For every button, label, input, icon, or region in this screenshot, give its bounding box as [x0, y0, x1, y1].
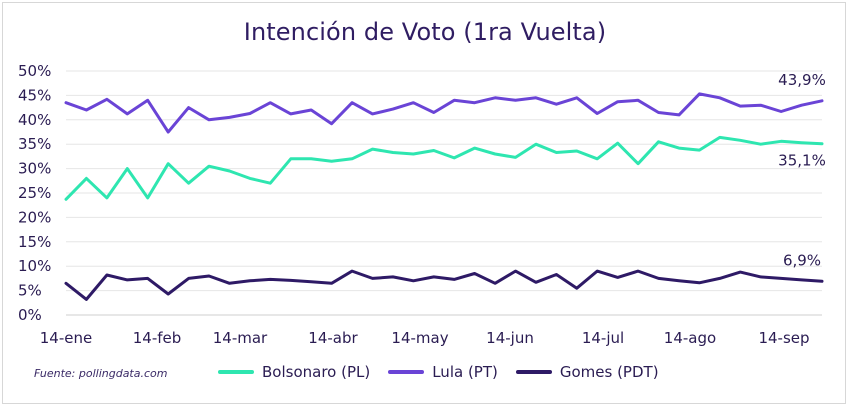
series-line — [64, 135, 824, 201]
y-tick-label: 25% — [18, 184, 51, 202]
legend-label-bolsonaro: Bolsonaro (PL) — [262, 363, 371, 381]
x-tick-label: 14-ene — [40, 329, 92, 347]
y-tick-label: 15% — [18, 233, 51, 251]
legend-swatch-lula — [388, 370, 425, 374]
x-tick-label: 14-jul — [582, 329, 624, 347]
legend-swatch-gomes — [515, 370, 552, 374]
legend: Bolsonaro (PL) Lula (PT) Gomes (PDT) — [218, 363, 659, 381]
y-tick-label: 40% — [18, 111, 51, 129]
legend-label-gomes: Gomes (PDT) — [559, 363, 659, 381]
series-end-label: 35,1% — [778, 152, 826, 170]
source-note: Fuente: pollingdata.com — [34, 367, 168, 380]
y-tick-label: 0% — [18, 306, 42, 324]
x-tick-label: 14-sep — [758, 329, 809, 347]
x-tick-label: 14-mar — [213, 329, 268, 347]
y-tick-label: 10% — [18, 257, 51, 275]
series-line — [64, 92, 824, 134]
x-tick-label: 14-may — [391, 329, 448, 347]
series-line — [64, 269, 824, 301]
legend-item-bolsonaro: Bolsonaro (PL) — [218, 363, 370, 381]
x-tick-label: 14-abr — [308, 329, 358, 347]
series-end-label: 6,9% — [783, 251, 821, 269]
x-tick-label: 14-feb — [133, 329, 182, 347]
chart-title: Intención de Voto (1ra Vuelta) — [243, 18, 607, 46]
y-axis-ticks: 0% 5% 10% 15% 20% 25% 30% 35% 40% 45% 50% — [18, 62, 51, 324]
legend-swatch-bolsonaro — [218, 370, 254, 374]
y-tick-label: 35% — [18, 135, 51, 153]
legend-label-lula: Lula (PT) — [432, 363, 498, 381]
x-axis-ticks: 14-ene 14-feb 14-mar 14-abr 14-may 14-jun 14-j… — [40, 329, 810, 347]
legend-item-gomes: Gomes (PDT) — [515, 363, 659, 381]
series-end-labels: 35,1% 43,9% 6,9% — [778, 71, 826, 270]
y-tick-label: 20% — [18, 208, 51, 226]
y-tick-label: 30% — [18, 160, 51, 178]
x-tick-label: 14-jun — [486, 329, 534, 347]
gridlines — [66, 70, 822, 316]
y-tick-label: 45% — [18, 86, 51, 104]
series-end-label: 43,9% — [778, 71, 826, 89]
chart-frame — [2, 2, 846, 404]
x-tick-label: 14-ago — [664, 329, 716, 347]
y-tick-label: 5% — [18, 282, 42, 300]
legend-item-lula: Lula (PT) — [388, 363, 498, 381]
series-lines — [64, 92, 824, 301]
y-tick-label: 50% — [18, 62, 51, 80]
